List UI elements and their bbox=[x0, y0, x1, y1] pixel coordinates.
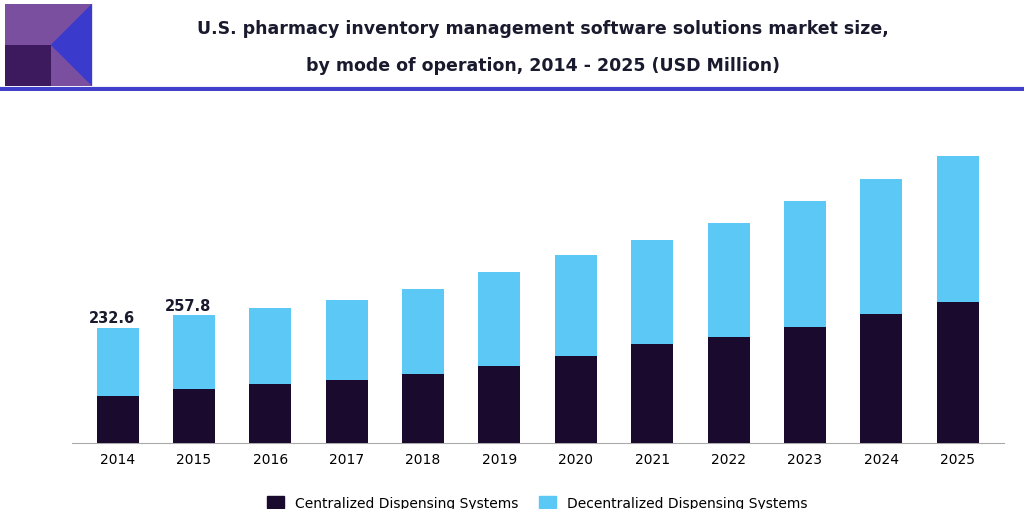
Bar bbox=[478, 273, 520, 366]
Bar bbox=[96, 328, 138, 396]
Bar bbox=[555, 256, 597, 357]
Text: 232.6: 232.6 bbox=[88, 311, 134, 326]
Bar bbox=[708, 223, 750, 337]
Bar bbox=[478, 366, 520, 443]
Text: by mode of operation, 2014 - 2025 (USD Million): by mode of operation, 2014 - 2025 (USD M… bbox=[306, 57, 779, 75]
Bar bbox=[631, 344, 673, 443]
Bar bbox=[708, 337, 750, 443]
Bar bbox=[96, 396, 138, 443]
Bar bbox=[784, 327, 826, 443]
Bar bbox=[249, 385, 291, 443]
Bar bbox=[784, 202, 826, 327]
Polygon shape bbox=[5, 5, 92, 87]
Bar bbox=[173, 389, 215, 443]
Bar bbox=[631, 241, 673, 344]
Bar bbox=[860, 179, 902, 315]
Bar bbox=[326, 380, 368, 443]
Bar bbox=[937, 157, 979, 302]
Text: 257.8: 257.8 bbox=[165, 298, 211, 314]
Polygon shape bbox=[5, 46, 51, 87]
Bar bbox=[402, 374, 444, 443]
Bar bbox=[937, 302, 979, 443]
Bar bbox=[173, 316, 215, 389]
Bar bbox=[555, 357, 597, 443]
Bar bbox=[249, 308, 291, 385]
Text: U.S. pharmacy inventory management software solutions market size,: U.S. pharmacy inventory management softw… bbox=[197, 20, 889, 38]
Legend: Centralized Dispensing Systems, Decentralized Dispensing Systems: Centralized Dispensing Systems, Decentra… bbox=[262, 490, 813, 509]
Polygon shape bbox=[51, 5, 92, 87]
Bar bbox=[326, 300, 368, 380]
Bar bbox=[402, 289, 444, 374]
Bar bbox=[860, 315, 902, 443]
